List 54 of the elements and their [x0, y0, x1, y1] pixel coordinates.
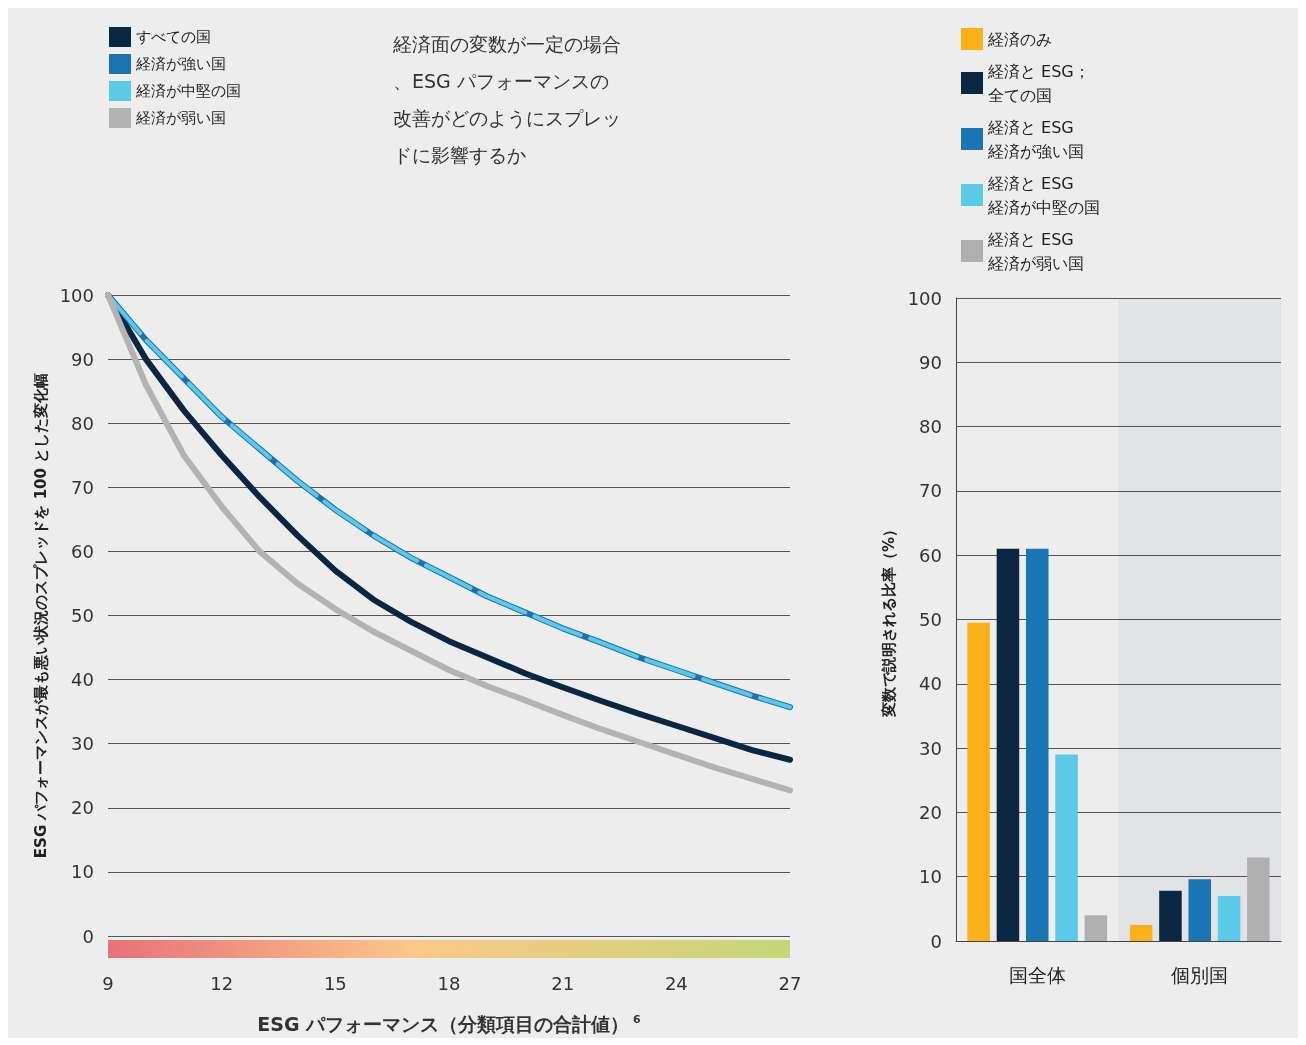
x-tick-label: 9: [102, 972, 114, 994]
y-axis-title: 変数で説明される比率（%）: [880, 521, 899, 719]
bar: [967, 622, 990, 941]
bar: [1217, 895, 1241, 941]
y-tick-label: 60: [919, 544, 942, 566]
x-tick-label: 21: [551, 972, 575, 994]
x-tick-label: 15: [323, 972, 347, 994]
legend-label: 経済が強い国: [135, 55, 226, 73]
bar: [1084, 915, 1108, 941]
y-tick-label: 80: [71, 412, 94, 434]
legend-label: すべての国: [136, 28, 211, 46]
y-tick-label: 100: [59, 284, 94, 306]
y-tick-label: 60: [71, 540, 94, 562]
y-tick-label: 90: [919, 351, 942, 373]
y-tick-label: 70: [71, 476, 94, 498]
bar: [1129, 924, 1153, 941]
y-tick-label: 40: [919, 673, 942, 695]
y-tick-label: 30: [71, 733, 94, 755]
x-tick-label: 27: [778, 972, 802, 994]
legend-label: 経済が中堅の国: [135, 82, 241, 100]
legend-label: 経済と ESG 経済が弱い国: [987, 229, 1084, 273]
y-tick-label: 0: [930, 930, 942, 952]
y-tick-label: 10: [71, 861, 94, 883]
x-tick-label: 国全体: [1008, 963, 1066, 986]
y-tick-label: 20: [919, 801, 942, 823]
y-tick-label: 20: [71, 797, 94, 819]
chart-title: 経済面の変数が一定の場合、ESG パフォーマンスの改善がどのようにスプレッドに影響するか: [392, 32, 621, 166]
y-tick-label: 90: [71, 348, 94, 370]
x-tick-label: 個別国: [1171, 963, 1229, 986]
bar: [1055, 754, 1078, 941]
bar: [1025, 548, 1049, 941]
x-tick-label: 12: [210, 972, 234, 994]
legend-label: 経済と ESG 経済が中堅の国: [987, 173, 1100, 217]
y-tick-label: 50: [919, 609, 942, 630]
bar: [1188, 879, 1212, 941]
bar: [1159, 890, 1182, 941]
legend-label: 経済が弱い国: [135, 109, 226, 127]
x-tick-label: 18: [437, 972, 461, 994]
bar: [996, 548, 1020, 941]
y-tick-label: 0: [82, 925, 94, 947]
legend-label: 経済と ESG 経済が強い国: [987, 117, 1084, 161]
y-tick-label: 100: [907, 287, 942, 309]
y-tick-label: 40: [71, 669, 94, 691]
x-tick-label: 24: [664, 972, 688, 994]
legend-label: 経済と ESG；全ての国: [987, 61, 1090, 105]
y-tick-label: 10: [919, 866, 942, 888]
y-tick-label: 50: [71, 605, 94, 626]
y-tick-label: 70: [919, 480, 942, 502]
x-axis-title: ESG パフォーマンス（分類項目の合計値）6: [257, 1012, 642, 1035]
y-axis-title: ESG パフォーマンスが最も悪い状況のスプレッドを 100 とした変化幅: [32, 372, 51, 859]
bar: [1247, 857, 1270, 941]
y-tick-label: 80: [919, 416, 942, 438]
legend-label: 経済のみ: [987, 29, 1052, 49]
y-tick-label: 30: [919, 737, 942, 759]
